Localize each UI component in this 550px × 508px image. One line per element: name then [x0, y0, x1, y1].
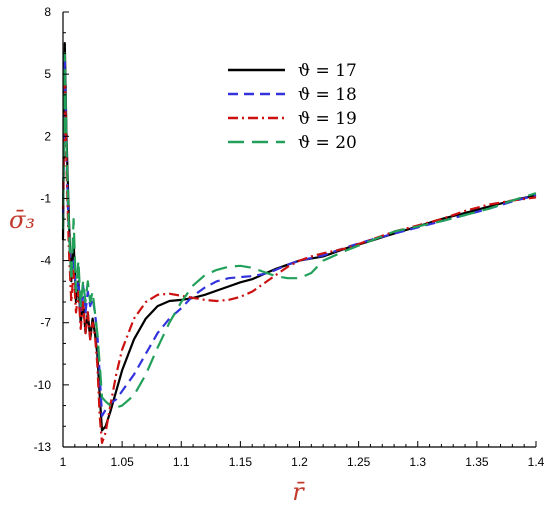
x-tick-label: 1.15	[229, 455, 253, 469]
x-tick-label: 1	[60, 455, 67, 469]
series-line-3	[61, 68, 537, 444]
x-tick-label: 1.35	[465, 455, 489, 469]
y-tick-label: -10	[34, 378, 52, 392]
x-tick-label: 1.25	[347, 455, 371, 469]
ticks: 1 1.05 1.1 1.15 1.2 1.25 1.3 1.35 1.4 8 5 2 -1 -4 -7 -1…	[34, 5, 545, 469]
y-tick-label: -7	[40, 316, 51, 330]
y-tick-label: 2	[44, 129, 51, 143]
y-tick-label: 5	[44, 67, 51, 81]
legend-label: ϑ = 17	[298, 61, 357, 81]
x-tick-label: 1.2	[291, 455, 308, 469]
x-tick-label: 1.4	[528, 455, 545, 469]
series-line-4	[61, 52, 537, 409]
legend-label: ϑ = 20	[298, 133, 357, 153]
y-tick-label: -13	[34, 440, 52, 454]
legend-label: ϑ = 18	[298, 85, 357, 105]
legend: ϑ = 17 ϑ = 18 ϑ = 19 ϑ = 20	[228, 61, 357, 153]
y-tick-label: 8	[44, 5, 51, 19]
series-line-2	[61, 56, 537, 417]
series-lines	[61, 42, 537, 444]
y-tick-label: -1	[40, 191, 51, 205]
x-tick-label: 1.1	[173, 455, 190, 469]
legend-label: ϑ = 19	[298, 109, 357, 129]
x-tick-label: 1.05	[110, 455, 134, 469]
x-tick-label: 1.3	[409, 455, 426, 469]
x-axis-title: r̄	[292, 478, 305, 506]
y-axis-title: σ̄₃	[9, 206, 35, 234]
y-tick-label: -4	[40, 254, 51, 268]
